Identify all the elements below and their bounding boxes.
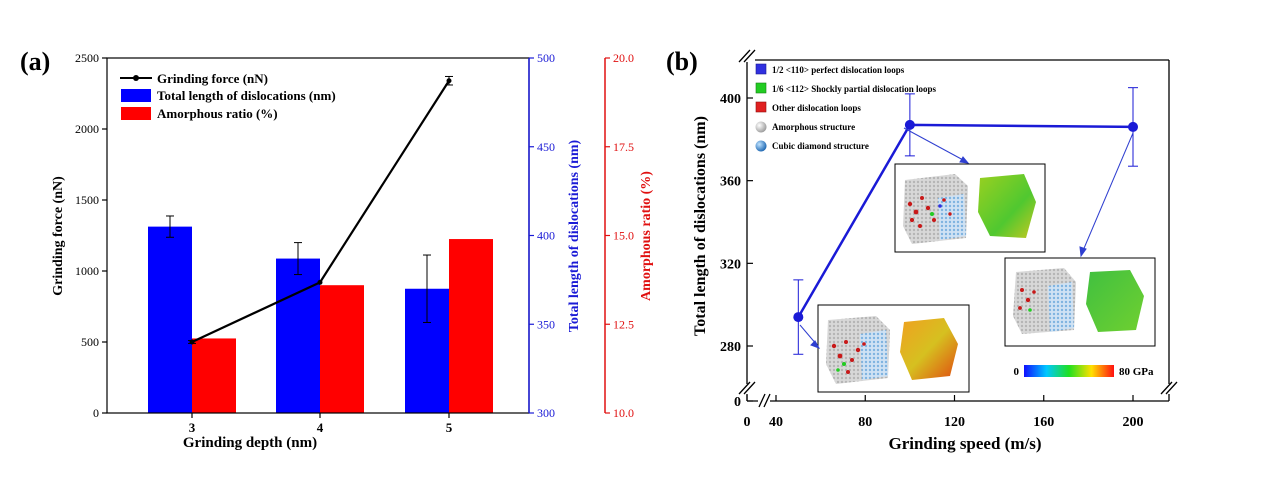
colorbar-min-label: 0 bbox=[1014, 366, 1020, 378]
legend-amorphous-sphere-icon bbox=[755, 121, 767, 133]
right2-tick-label: 10.0 bbox=[613, 406, 634, 420]
panel-b-x-axis: 0 40 80 120 160 200 bbox=[744, 395, 1144, 430]
panel-a-right1-axis: 300 350 400 450 500 bbox=[529, 51, 555, 420]
left-tick-label: 1000 bbox=[75, 264, 99, 278]
force-point bbox=[317, 279, 323, 285]
legend-diamond-label: Cubic diamond structure bbox=[772, 141, 869, 151]
panel-b-label: (b) bbox=[666, 47, 698, 76]
speed-point bbox=[904, 119, 915, 130]
panel-a-right2-label: Amorphous ratio (%) bbox=[639, 171, 654, 301]
x-tick-label: 80 bbox=[858, 415, 872, 430]
panel-a-label: (a) bbox=[20, 47, 50, 76]
stress-map-icon bbox=[978, 174, 1036, 238]
left-tick-label: 2000 bbox=[75, 122, 99, 136]
right2-tick-label: 20.0 bbox=[613, 51, 634, 65]
colorbar-max-label: 80 GPa bbox=[1119, 366, 1154, 378]
axis-break-icon bbox=[738, 49, 1178, 409]
colorbar: 0 80 GPa bbox=[1014, 365, 1154, 378]
panel-a-xlabel: Grinding depth (nm) bbox=[183, 435, 317, 451]
y-tick-label: 280 bbox=[720, 340, 741, 355]
right2-tick-label: 15.0 bbox=[613, 229, 634, 243]
x-tick-label: 0 bbox=[744, 415, 751, 430]
panel-b: (b) 0 280 320 360 400 0 40 80 120 160 200 Grindin… bbox=[666, 47, 1178, 453]
legend-dislocation-swatch-icon bbox=[121, 89, 151, 102]
right1-tick-label: 400 bbox=[537, 229, 555, 243]
panel-b-ylabel: Total length of dislocations (nm) bbox=[692, 116, 709, 336]
panel-a-left-label: Grinding force (nN) bbox=[51, 176, 66, 296]
panel-a-bars bbox=[148, 215, 493, 413]
legend-amorphous-label: Amorphous structure bbox=[772, 122, 855, 132]
panel-a-right2-axis: 10.0 12.5 15.0 17.5 20.0 bbox=[605, 51, 634, 420]
legend-dislocation-label: Total length of dislocations (nm) bbox=[157, 88, 336, 103]
panel-a: (a) 0 500 1000 1500 2000 2500 300 350 400 450 500… bbox=[20, 47, 654, 451]
x-tick-label: 3 bbox=[189, 420, 196, 435]
panel-a-left-axis: 0 500 1000 1500 2000 2500 bbox=[75, 51, 107, 420]
speed-point bbox=[1128, 121, 1138, 132]
x-tick-label: 120 bbox=[944, 415, 965, 430]
x-tick-label: 4 bbox=[317, 420, 324, 435]
panel-a-x-axis: 3 4 5 bbox=[189, 413, 453, 435]
dislocation-bar bbox=[276, 258, 320, 413]
legend-shockley-loop-swatch-icon bbox=[755, 82, 767, 94]
legend-perfect-loop-swatch-icon bbox=[755, 63, 767, 75]
stress-map-icon bbox=[900, 318, 958, 380]
legend-amorphous-swatch-icon bbox=[121, 107, 151, 120]
left-tick-label: 1500 bbox=[75, 193, 99, 207]
inset-arrows bbox=[799, 127, 1134, 349]
inset-top-middle bbox=[894, 163, 1046, 253]
left-tick-label: 2500 bbox=[75, 51, 99, 65]
y-tick-label: 400 bbox=[720, 92, 741, 107]
panel-a-right1-label: Total length of dislocations (nm) bbox=[567, 139, 582, 332]
inset-bottom-left bbox=[817, 304, 970, 393]
colorbar-gradient bbox=[1024, 365, 1114, 377]
amorphous-bar bbox=[192, 338, 236, 413]
right1-tick-label: 300 bbox=[537, 406, 555, 420]
legend-other-loop-swatch-icon bbox=[755, 101, 767, 113]
stress-map-icon bbox=[1086, 270, 1144, 332]
panel-a-legend: Grinding force (nN) Total length of disl… bbox=[120, 71, 336, 121]
dislocation-bar bbox=[148, 226, 192, 413]
y-tick-label: 0 bbox=[734, 395, 741, 410]
panel-b-xlabel: Grinding speed (m/s) bbox=[888, 434, 1041, 453]
y-tick-label: 320 bbox=[720, 257, 741, 272]
panel-a-force-line bbox=[188, 75, 453, 345]
panel-b-y-axis: 0 280 320 360 400 bbox=[720, 92, 753, 410]
legend-force-marker-icon bbox=[133, 75, 139, 81]
right2-tick-label: 17.5 bbox=[613, 140, 634, 154]
amorphous-bar bbox=[449, 239, 493, 413]
legend-shockley-loop-label: 1/6 <112> Shockly partial dislocation lo… bbox=[772, 84, 937, 94]
right1-tick-label: 350 bbox=[537, 317, 555, 331]
legend-amorphous-label: Amorphous ratio (%) bbox=[157, 106, 278, 121]
right2-tick-label: 12.5 bbox=[613, 317, 634, 331]
panel-b-legend: 1/2 <110> perfect dislocation loops 1/6 … bbox=[755, 63, 937, 152]
speed-point bbox=[793, 312, 804, 323]
y-tick-label: 360 bbox=[720, 175, 741, 190]
amorphous-bar bbox=[320, 285, 364, 413]
legend-other-loop-label: Other dislocation loops bbox=[772, 103, 861, 113]
x-tick-label: 200 bbox=[1123, 415, 1144, 430]
left-tick-label: 500 bbox=[81, 335, 99, 349]
right1-tick-label: 450 bbox=[537, 140, 555, 154]
left-tick-label: 0 bbox=[93, 406, 99, 420]
legend-diamond-sphere-icon bbox=[755, 140, 767, 152]
panel-b-series bbox=[793, 87, 1138, 355]
x-tick-label: 5 bbox=[446, 420, 453, 435]
legend-force-label: Grinding force (nN) bbox=[157, 71, 268, 86]
right1-tick-label: 500 bbox=[537, 51, 555, 65]
inset-right bbox=[1004, 257, 1156, 347]
x-tick-label: 160 bbox=[1033, 415, 1054, 430]
x-tick-label: 40 bbox=[769, 415, 783, 430]
legend-perfect-loop-label: 1/2 <110> perfect dislocation loops bbox=[772, 65, 905, 75]
